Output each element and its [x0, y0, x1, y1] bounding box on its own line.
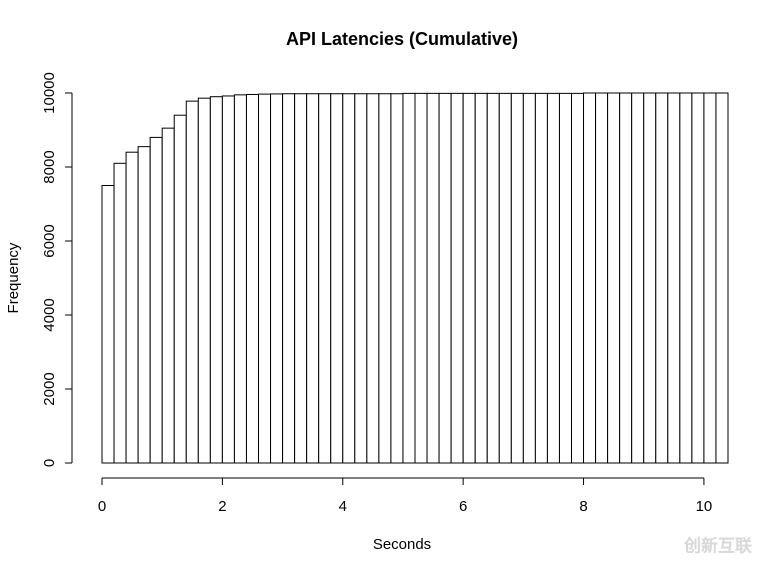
y-tick-label: 0: [41, 459, 58, 467]
bar: [414, 92, 428, 464]
bar: [354, 93, 368, 464]
bar: [330, 93, 344, 464]
bar: [546, 92, 560, 464]
bar: [270, 93, 284, 464]
bar: [318, 93, 332, 464]
bar: [306, 93, 320, 464]
bar: [390, 93, 404, 464]
bar: [631, 92, 645, 464]
bar: [137, 146, 151, 464]
bar: [101, 185, 115, 464]
bar: [294, 93, 308, 464]
bar: [450, 92, 464, 464]
bar: [498, 92, 512, 464]
bar: [679, 92, 693, 464]
bar: [221, 95, 235, 464]
bar: [583, 92, 597, 464]
bar: [378, 93, 392, 464]
x-tick-label: 2: [218, 498, 226, 515]
x-axis-label: Seconds: [373, 536, 431, 553]
x-tick-label: 6: [459, 498, 467, 515]
x-tick-label: 10: [696, 498, 713, 515]
x-tick-label: 8: [579, 498, 587, 515]
bar: [149, 136, 163, 464]
bar: [558, 92, 573, 464]
y-tick-label: 4000: [41, 298, 58, 331]
bar: [643, 92, 657, 464]
bar: [282, 93, 296, 464]
watermark: 创新互联: [683, 535, 752, 555]
bar: [522, 92, 536, 464]
bar: [534, 92, 548, 464]
bar: [197, 97, 211, 464]
bar: [426, 92, 440, 464]
x-tick-label: 0: [98, 498, 106, 515]
bar: [715, 92, 729, 464]
chart-title: API Latencies (Cumulative): [286, 29, 518, 49]
bar: [703, 92, 717, 464]
bar: [113, 162, 127, 464]
bar: [595, 92, 609, 464]
bar: [173, 114, 187, 464]
bar: [366, 93, 380, 464]
y-tick-label: 6000: [41, 224, 58, 257]
bar: [258, 93, 272, 464]
bar: [510, 92, 524, 464]
bar: [474, 92, 488, 464]
y-tick-label: 10000: [41, 72, 58, 114]
bar: [342, 93, 356, 464]
bar: [161, 127, 175, 464]
y-tick-label: 8000: [41, 150, 58, 183]
bar: [691, 92, 705, 464]
y-tick-label: 2000: [41, 372, 58, 405]
bar: [438, 92, 452, 464]
bar: [233, 94, 247, 464]
bar: [245, 93, 259, 464]
x-tick-label: 4: [339, 498, 347, 515]
bar: [125, 151, 139, 464]
y-axis-label: Frequency: [5, 242, 22, 313]
bar: [667, 92, 681, 464]
bar: [619, 92, 633, 464]
bar: [185, 100, 199, 464]
bar: [486, 92, 500, 464]
bar: [607, 92, 621, 464]
bar: [209, 96, 223, 464]
bar: [571, 92, 585, 464]
bar: [655, 92, 669, 464]
bar: [462, 92, 476, 464]
bar: [402, 92, 416, 464]
